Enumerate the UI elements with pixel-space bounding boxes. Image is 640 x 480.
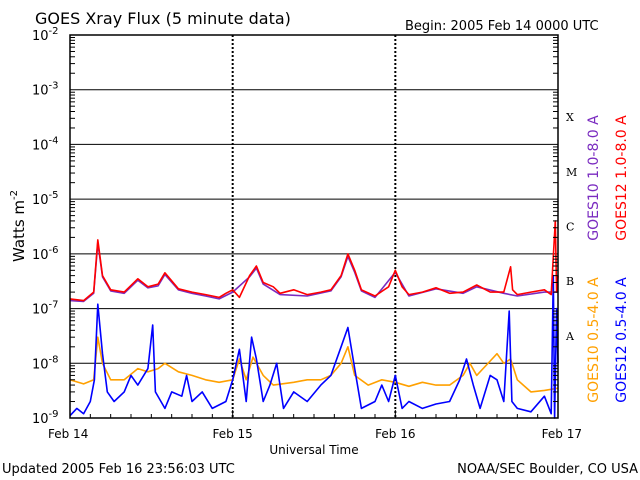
legend-label: GOES10 1.0-8.0 A xyxy=(586,115,602,241)
legend-label: GOES10 0.5-4.0 A xyxy=(586,277,602,403)
series-line-goes12-0-5-4-0-a xyxy=(69,274,559,419)
y-axis-title-text: Watts m xyxy=(10,200,28,262)
y-tick-label: 10-3 xyxy=(32,81,59,99)
legend-label: GOES12 0.5-4.0 A xyxy=(614,277,630,403)
legend-entry: GOES12 1.0-8.0 A xyxy=(614,115,630,241)
y-tick-label: 10-9 xyxy=(32,409,59,427)
y-tick-label: 10-2 xyxy=(32,26,59,44)
flare-class-label: M xyxy=(566,166,577,179)
y-tick-base: 10 xyxy=(32,138,49,153)
y-tick-label: 10-8 xyxy=(32,354,59,372)
y-tick-label: 10-7 xyxy=(32,300,59,318)
updated-timestamp: Updated 2005 Feb 16 23:56:03 UTC xyxy=(2,462,235,477)
y-axis-title: Watts m-2 xyxy=(9,190,28,262)
y-axis-title-sup: -2 xyxy=(9,190,20,200)
flare-class-label: A xyxy=(565,330,575,343)
y-tick-base: 10 xyxy=(32,84,49,99)
x-tick-labels: Feb 14 Feb 15 Feb 16 Feb 17 xyxy=(48,427,582,441)
flare-class-label: C xyxy=(566,221,574,234)
y-tick-exponent: -2 xyxy=(49,26,59,37)
flare-class-label: B xyxy=(566,275,574,288)
x-tick-label: Feb 16 xyxy=(375,427,415,441)
legend-label: GOES12 1.0-8.0 A xyxy=(614,115,630,241)
y-tick-exponent: -8 xyxy=(49,354,59,365)
y-tick-exponent: -9 xyxy=(49,409,59,420)
y-tick-exponent: -6 xyxy=(49,245,59,256)
series-line-goes10-0-5-4-0-a xyxy=(69,336,559,393)
legend-entry: GOES10 1.0-8.0 A xyxy=(586,115,602,241)
y-tick-label: 10-6 xyxy=(32,245,59,263)
y-tick-label: 10-5 xyxy=(32,190,59,208)
y-tick-base: 10 xyxy=(32,193,49,208)
y-tick-base: 10 xyxy=(32,29,49,44)
legend: GOES12 1.0-8.0 A GOES10 1.0-8.0 A GOES12 0… xyxy=(586,115,630,403)
y-tick-exponent: -7 xyxy=(49,300,59,311)
y-tick-label: 10-4 xyxy=(32,135,59,153)
y-tick-labels: 10-210-310-410-510-610-710-810-9 xyxy=(32,26,59,427)
flare-class-label: X xyxy=(566,111,574,124)
x-tick-label: Feb 14 xyxy=(48,427,88,441)
y-tick-base: 10 xyxy=(32,248,49,263)
series-line-goes12-1-0-8-0-a xyxy=(69,220,559,302)
y-tick-base: 10 xyxy=(32,357,49,372)
x-tick-label: Feb 15 xyxy=(212,427,252,441)
begin-time: Begin: 2005 Feb 14 0000 UTC xyxy=(405,19,599,34)
x-tick-label: Feb 17 xyxy=(542,427,582,441)
y-tick-base: 10 xyxy=(32,412,49,427)
grid-lines xyxy=(70,35,558,418)
series-lines xyxy=(69,220,559,419)
legend-entry: GOES10 0.5-4.0 A xyxy=(586,277,602,403)
svg-text:Watts m-2: Watts m-2 xyxy=(9,190,28,262)
y-tick-exponent: -3 xyxy=(49,81,59,92)
x-axis-title: Universal Time xyxy=(269,443,358,457)
chart-title: GOES Xray Flux (5 minute data) xyxy=(35,9,291,28)
credit-text: NOAA/SEC Boulder, CO USA xyxy=(457,462,638,477)
flare-class-labels: X M C B A xyxy=(565,111,577,343)
y-tick-exponent: -5 xyxy=(49,190,59,201)
y-tick-exponent: -4 xyxy=(49,135,59,146)
axis-ticks xyxy=(69,37,559,418)
legend-entry: GOES12 0.5-4.0 A xyxy=(614,277,630,403)
y-tick-base: 10 xyxy=(32,303,49,318)
